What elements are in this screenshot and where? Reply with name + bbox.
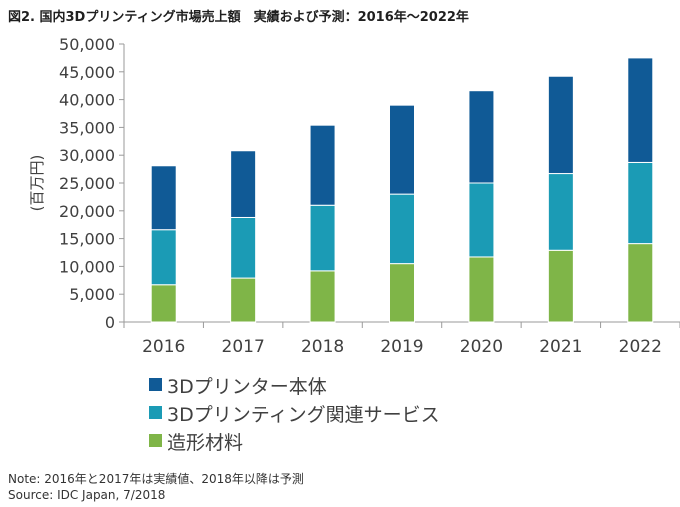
legend-label: 3Dプリンティング関連サービス bbox=[167, 404, 440, 426]
bar-segment bbox=[468, 182, 495, 258]
legend-swatch bbox=[149, 378, 162, 391]
chart-source: Source: IDC Japan, 7/2018 bbox=[8, 488, 166, 502]
bar-segment bbox=[150, 284, 177, 323]
y-tick-label: 10,000 bbox=[59, 257, 115, 276]
y-tick-label: 35,000 bbox=[59, 118, 115, 137]
y-tick-label: 45,000 bbox=[59, 63, 115, 82]
y-tick-label: 5,000 bbox=[69, 285, 115, 304]
bar-segment bbox=[230, 216, 257, 279]
bar-segment bbox=[230, 277, 257, 323]
y-tick-label: 40,000 bbox=[59, 91, 115, 110]
bar-segment bbox=[627, 161, 654, 245]
bar-segment bbox=[150, 165, 177, 231]
bar-segment bbox=[547, 249, 574, 323]
y-tick-label: 20,000 bbox=[59, 202, 115, 221]
chart-title: 図2. 国内3Dプリンティング市場売上額 実績および予測：2016年～2022年 bbox=[8, 10, 469, 25]
bar-segment bbox=[389, 263, 415, 323]
x-tick-label: 2022 bbox=[619, 337, 662, 357]
y-axis-title: (百万円) bbox=[28, 155, 46, 212]
bar-segment bbox=[627, 243, 654, 323]
bar-segment bbox=[389, 193, 415, 265]
bar-segment bbox=[547, 173, 574, 251]
bar-segment bbox=[309, 204, 336, 272]
y-tick-label: 0 bbox=[105, 313, 115, 332]
y-tick-label: 25,000 bbox=[59, 174, 115, 193]
x-tick-label: 2017 bbox=[222, 337, 265, 357]
bar-segment bbox=[230, 150, 257, 218]
legend-swatch bbox=[149, 406, 162, 419]
y-tick-label: 30,000 bbox=[59, 146, 115, 165]
bar-segment bbox=[150, 229, 177, 286]
bar-segment bbox=[627, 57, 654, 163]
bar-segment bbox=[389, 104, 415, 195]
bar-segment bbox=[468, 90, 495, 184]
x-tick-label: 2020 bbox=[460, 337, 503, 357]
bar-segment bbox=[468, 256, 495, 323]
y-tick-label: 15,000 bbox=[59, 230, 115, 249]
bar-segment bbox=[309, 124, 336, 206]
bar-segment bbox=[547, 75, 574, 175]
stacked-bar-chart: 0 5,000 10,000 15,000 20,000 25,000 30,000 35,0… bbox=[28, 35, 680, 454]
x-tick-label: 2021 bbox=[539, 337, 582, 357]
x-tick-label: 2019 bbox=[380, 337, 423, 357]
x-tick-label: 2016 bbox=[142, 337, 185, 357]
chart-note: Note: 2016年と2017年は実績値、2018年以降は予測 bbox=[8, 472, 304, 486]
bar-segment bbox=[309, 270, 336, 323]
legend-label: 造形材料 bbox=[167, 432, 243, 454]
legend-swatch bbox=[149, 434, 162, 447]
legend-label: 3Dプリンター本体 bbox=[167, 376, 327, 398]
x-tick-label: 2018 bbox=[301, 337, 344, 357]
y-tick-label: 50,000 bbox=[59, 35, 115, 54]
